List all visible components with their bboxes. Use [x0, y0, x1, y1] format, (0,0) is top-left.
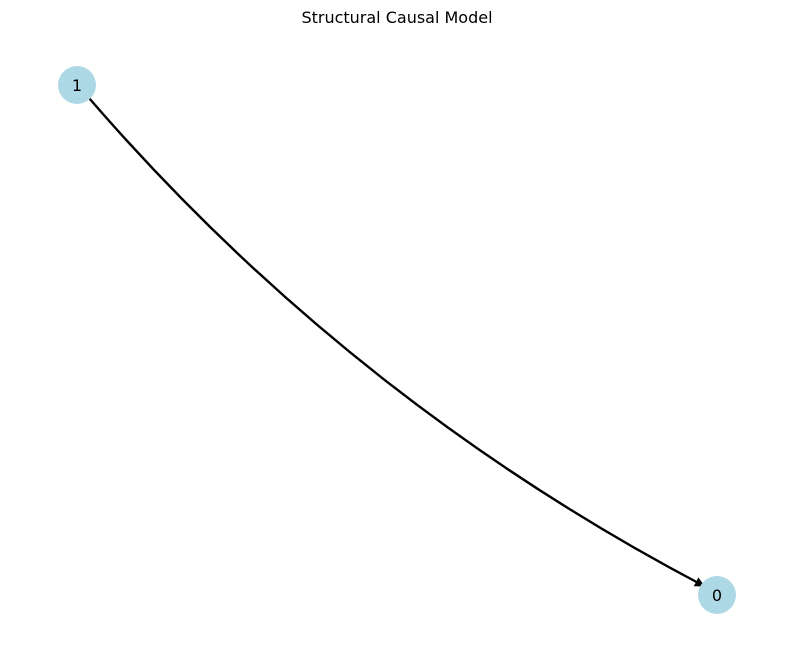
node-0-circle — [698, 576, 736, 614]
node-1-label: 1 — [72, 76, 82, 95]
edge-1-to-0 — [88, 97, 705, 588]
diagram-title: Structural Causal Model — [301, 8, 493, 27]
node-1-circle — [58, 66, 96, 104]
node-0-label: 0 — [712, 586, 722, 605]
node-1: 1 — [58, 66, 96, 104]
node-0: 0 — [698, 576, 736, 614]
